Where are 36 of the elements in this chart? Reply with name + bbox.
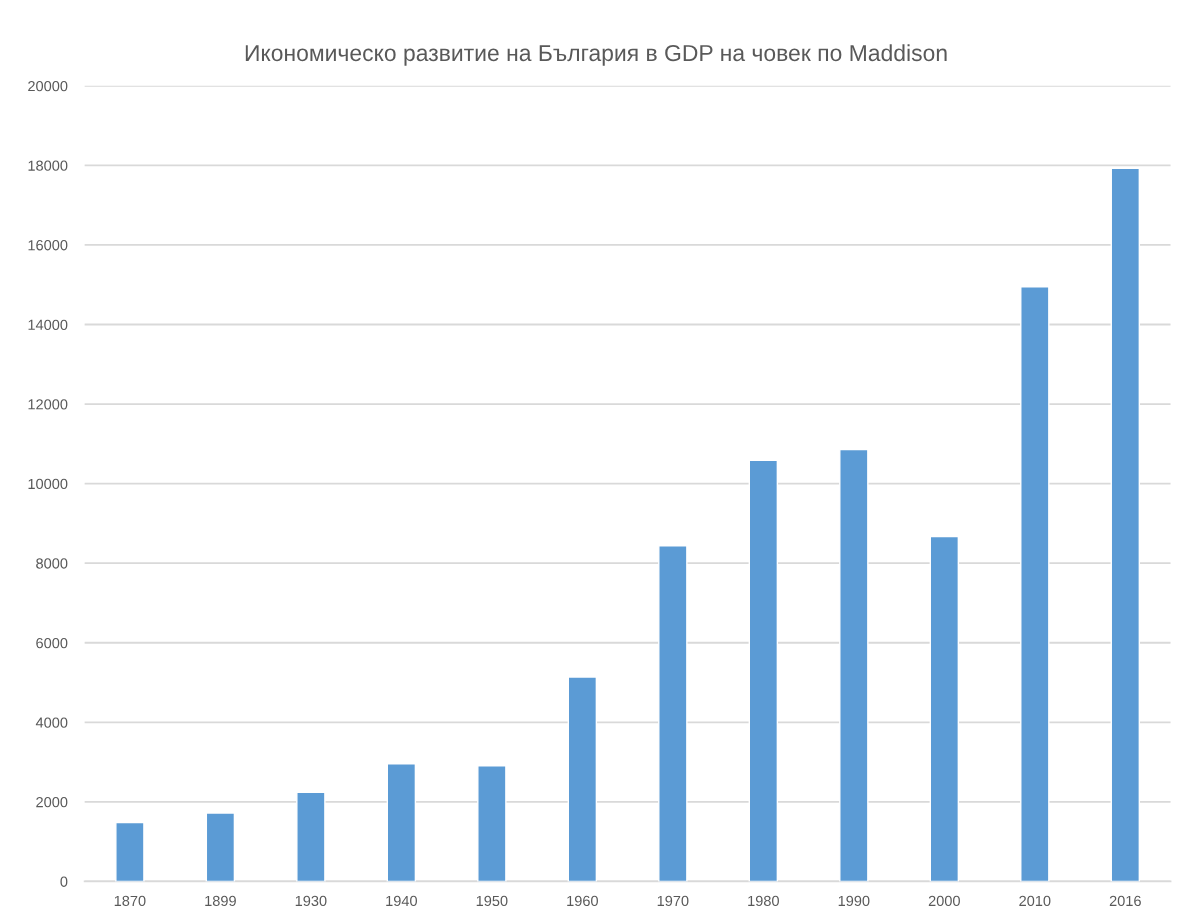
x-tick-label: 1940 xyxy=(386,895,418,907)
bar xyxy=(115,821,145,882)
y-tick-label: 14000 xyxy=(28,319,68,330)
x-tick-label: 1950 xyxy=(476,895,508,907)
y-tick-label: 10000 xyxy=(28,478,68,490)
x-tick-label: 1980 xyxy=(748,895,779,907)
x-tick-label: 2000 xyxy=(928,895,960,907)
bar xyxy=(567,676,598,882)
x-tick-label: 1930 xyxy=(295,895,327,907)
x-tick-label: 1960 xyxy=(567,895,598,907)
x-tick-label: 1870 xyxy=(114,895,146,907)
y-tick-label: 20000 xyxy=(28,80,68,92)
x-tick-label: 2010 xyxy=(1019,895,1051,907)
bar xyxy=(1110,167,1141,882)
x-tick-label: 2016 xyxy=(1109,895,1141,907)
y-tick-label: 18000 xyxy=(28,160,68,171)
chart-title: Икономическо развитие на България в GDP на човек по Maddison xyxy=(245,44,947,66)
y-tick-label: 8000 xyxy=(36,558,68,569)
x-tick-label: 1970 xyxy=(657,895,689,907)
bar xyxy=(1020,286,1050,882)
y-tick-label: 6000 xyxy=(36,637,68,649)
bar xyxy=(839,448,869,882)
x-tick-label: 1899 xyxy=(205,895,236,907)
bar xyxy=(929,535,960,882)
bar xyxy=(205,812,236,882)
bar xyxy=(748,459,779,882)
bar xyxy=(386,763,417,882)
x-tick-label: 1990 xyxy=(838,895,870,907)
y-tick-label: 0 xyxy=(60,876,68,887)
y-tick-label: 16000 xyxy=(28,240,68,251)
bar xyxy=(477,765,507,882)
bar xyxy=(658,545,688,882)
y-tick-label: 4000 xyxy=(35,717,68,728)
y-tick-label: 2000 xyxy=(36,797,68,808)
y-tick-label: 12000 xyxy=(28,399,68,410)
bar xyxy=(296,791,326,882)
